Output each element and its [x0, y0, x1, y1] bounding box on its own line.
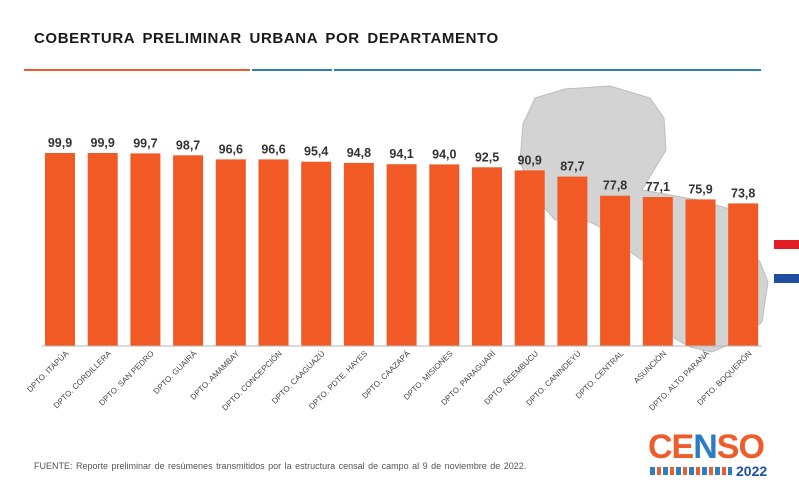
logo-year: 2022 [736, 463, 768, 479]
bar [472, 167, 502, 346]
bar [557, 176, 588, 346]
data-label: 75,9 [688, 182, 712, 196]
bar [87, 153, 118, 346]
bar [685, 199, 716, 346]
bar [514, 170, 545, 346]
title-rule-orange [24, 69, 250, 71]
bar [728, 203, 759, 346]
bar [173, 155, 204, 346]
flag-red-stripe-icon [774, 240, 799, 253]
category-label: DPTO. ITAPÚA [25, 349, 71, 395]
logo-wordmark: CENSO [648, 428, 765, 467]
bar [301, 161, 332, 346]
bar [258, 159, 289, 346]
data-label: 94,8 [347, 146, 371, 160]
data-label: 98,7 [176, 138, 200, 152]
bar [642, 197, 673, 346]
bar [215, 159, 246, 346]
logo-word-part: CE [648, 428, 694, 466]
bar [429, 164, 460, 346]
logo-word-part: N [693, 428, 718, 466]
logo-pattern-band [650, 467, 732, 475]
chart-title: COBERTURA PRELIMINAR URBANA POR DEPARTAM… [34, 30, 499, 47]
bar [130, 153, 161, 346]
data-label: 87,7 [560, 160, 584, 174]
data-label: 99,9 [48, 136, 72, 150]
bar [343, 162, 374, 346]
data-label: 95,4 [304, 145, 328, 159]
source-note: FUENTE: Reporte preliminar de resúmenes … [34, 461, 527, 471]
data-label: 92,5 [475, 150, 499, 164]
censo-2022-logo: CENSO 2022 [648, 428, 780, 482]
category-label: DPTO. GUAIRÁ [152, 349, 199, 396]
bar [600, 195, 631, 346]
data-label: 90,9 [518, 153, 542, 167]
logo-word-part: SO [716, 428, 765, 466]
data-label: 77,1 [646, 180, 670, 194]
data-label: 96,6 [261, 142, 285, 156]
data-label: 94,1 [389, 147, 413, 161]
data-label: 94,0 [432, 147, 456, 161]
data-label: 96,6 [219, 142, 243, 156]
bar [45, 153, 75, 346]
category-label: ASUNCIÓN [632, 349, 668, 385]
data-label: 73,8 [731, 186, 755, 200]
data-label: 99,9 [91, 136, 115, 150]
bar [386, 164, 417, 346]
title-rule-blue-long [334, 69, 761, 71]
data-label: 99,7 [133, 136, 157, 150]
data-label: 77,8 [603, 179, 627, 193]
flag-blue-stripe-icon [774, 270, 799, 283]
title-rule-blue-short [252, 69, 332, 71]
